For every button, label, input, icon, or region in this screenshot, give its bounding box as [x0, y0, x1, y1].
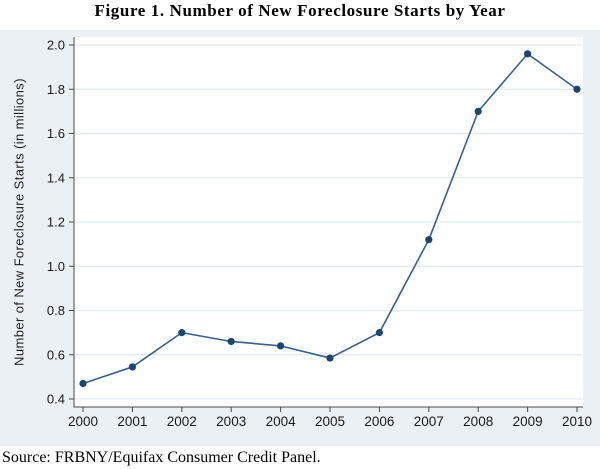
data-point-2006 [375, 329, 383, 337]
x-tick-label: 2006 [364, 414, 394, 429]
x-tick-label: 2008 [463, 414, 493, 429]
y-tick-label: 0.4 [47, 392, 65, 407]
data-point-2002 [178, 329, 186, 337]
x-tick-label: 2004 [266, 414, 297, 429]
data-point-2005 [326, 354, 334, 362]
y-tick-label: 0.6 [47, 347, 65, 362]
data-point-2000 [79, 379, 87, 388]
data-point-2008 [474, 107, 482, 115]
data-point-2010 [573, 85, 581, 93]
x-tick-label: 2002 [167, 414, 197, 429]
data-point-2009 [524, 50, 532, 58]
x-tick-label: 2000 [68, 414, 98, 429]
y-tick-label: 1.4 [47, 170, 65, 185]
x-tick-label: 2007 [414, 414, 444, 429]
x-tick-label: 2001 [117, 414, 147, 429]
y-tick-label: 1.2 [47, 215, 65, 230]
data-point-2004 [277, 342, 285, 350]
x-tick-label: 2005 [315, 414, 345, 429]
y-axis-label: Number of New Foreclosure Starts (in mil… [11, 78, 27, 366]
y-tick-label: 1.8 [47, 82, 65, 97]
figure-title: Figure 1. Number of New Foreclosure Star… [94, 1, 506, 20]
x-tick-label: 2003 [216, 414, 246, 429]
y-tick-label: 2.0 [47, 38, 65, 53]
source-note: Source: FRBNY/Equifax Consumer Credit Pa… [2, 449, 321, 466]
y-tick-label: 1.0 [47, 259, 65, 274]
y-tick-label: 1.6 [47, 126, 65, 141]
data-point-2007 [425, 236, 433, 244]
x-tick-label: 2010 [562, 414, 592, 429]
y-tick-label: 0.8 [47, 303, 65, 318]
x-tick-label: 2009 [513, 414, 543, 429]
data-point-2001 [128, 363, 136, 371]
data-point-2003 [227, 337, 235, 346]
